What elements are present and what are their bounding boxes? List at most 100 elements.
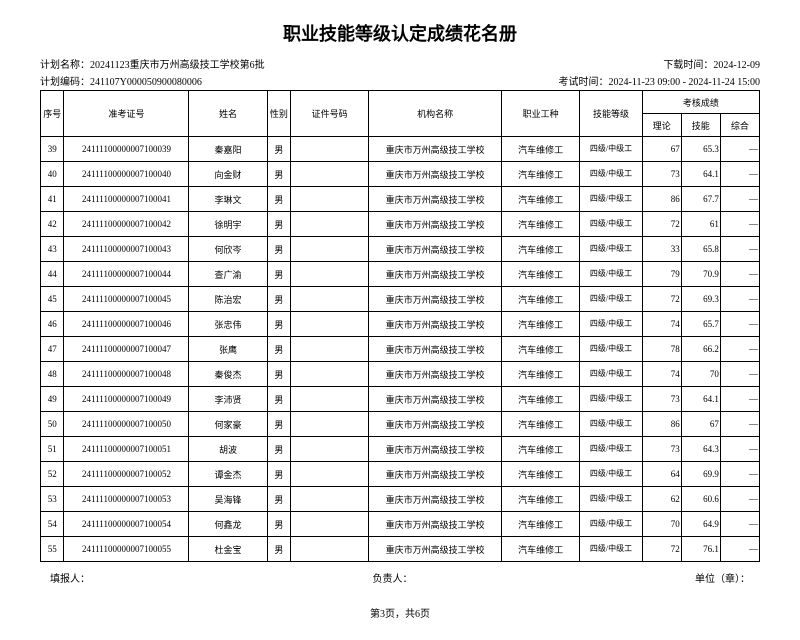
table-cell: 秦嘉阳 — [189, 137, 267, 162]
table-cell: 四级/中级工 — [580, 512, 643, 537]
table-cell: 汽车维修工 — [502, 362, 580, 387]
table-cell: 汽车维修工 — [502, 162, 580, 187]
table-cell: 男 — [267, 187, 290, 212]
table-cell: — — [720, 437, 759, 462]
table-cell: 男 — [267, 512, 290, 537]
table-cell: — — [720, 512, 759, 537]
table-cell — [291, 537, 369, 562]
table-cell: 55 — [41, 537, 64, 562]
table-cell: — — [720, 237, 759, 262]
table-cell: 男 — [267, 337, 290, 362]
table-cell: 张鹰 — [189, 337, 267, 362]
table-cell: 四级/中级工 — [580, 262, 643, 287]
table-cell: — — [720, 287, 759, 312]
table-cell: 重庆市万州高级技工学校 — [369, 337, 502, 362]
exam-time: 考试时间：2024-11-23 09:00 - 2024-11-24 15:00 — [559, 73, 760, 88]
table-cell: 70 — [642, 512, 681, 537]
table-cell: 汽车维修工 — [502, 462, 580, 487]
table-cell: 65.7 — [681, 312, 720, 337]
table-cell: 重庆市万州高级技工学校 — [369, 362, 502, 387]
table-cell: — — [720, 487, 759, 512]
table-cell — [291, 237, 369, 262]
table-cell: — — [720, 462, 759, 487]
table-cell: 重庆市万州高级技工学校 — [369, 512, 502, 537]
table-cell — [291, 312, 369, 337]
table-cell: 何欣岑 — [189, 237, 267, 262]
table-cell: 四级/中级工 — [580, 537, 643, 562]
table-cell: 70 — [681, 362, 720, 387]
table-row: 3924111100000007100039秦嘉阳男重庆市万州高级技工学校汽车维… — [41, 137, 760, 162]
table-cell: 查广渝 — [189, 262, 267, 287]
table-cell: 李沛贤 — [189, 387, 267, 412]
table-cell — [291, 212, 369, 237]
table-cell: 谭金杰 — [189, 462, 267, 487]
table-cell: 重庆市万州高级技工学校 — [369, 437, 502, 462]
table-row: 5224111100000007100052谭金杰男重庆市万州高级技工学校汽车维… — [41, 462, 760, 487]
table-cell: — — [720, 187, 759, 212]
chief-label: 负责人： — [373, 570, 413, 585]
table-cell: 64.3 — [681, 437, 720, 462]
table-cell: — — [720, 387, 759, 412]
table-cell: 24111100000007100053 — [64, 487, 189, 512]
table-cell: 重庆市万州高级技工学校 — [369, 412, 502, 437]
table-cell: 重庆市万州高级技工学校 — [369, 462, 502, 487]
table-cell: 24111100000007100052 — [64, 462, 189, 487]
th-sex: 性别 — [267, 91, 290, 137]
table-cell: 重庆市万州高级技工学校 — [369, 187, 502, 212]
table-row: 5024111100000007100050何家豪男重庆市万州高级技工学校汽车维… — [41, 412, 760, 437]
table-cell: 24111100000007100042 — [64, 212, 189, 237]
table-row: 4324111100000007100043何欣岑男重庆市万州高级技工学校汽车维… — [41, 237, 760, 262]
table-cell: 汽车维修工 — [502, 237, 580, 262]
th-score-group: 考核成绩 — [642, 91, 759, 114]
table-cell: 男 — [267, 487, 290, 512]
table-cell: 何家豪 — [189, 412, 267, 437]
table-cell: 78 — [642, 337, 681, 362]
table-cell: 陈治宏 — [189, 287, 267, 312]
table-cell: 51 — [41, 437, 64, 462]
table-cell: 四级/中级工 — [580, 487, 643, 512]
table-cell: 汽车维修工 — [502, 537, 580, 562]
table-cell — [291, 512, 369, 537]
table-row: 4524111100000007100045陈治宏男重庆市万州高级技工学校汽车维… — [41, 287, 760, 312]
table-cell: 秦俊杰 — [189, 362, 267, 387]
th-theory: 理论 — [642, 114, 681, 137]
table-cell — [291, 412, 369, 437]
table-row: 4124111100000007100041李琳文男重庆市万州高级技工学校汽车维… — [41, 187, 760, 212]
table-cell: 杜金宝 — [189, 537, 267, 562]
table-cell: 汽车维修工 — [502, 337, 580, 362]
table-cell: 男 — [267, 437, 290, 462]
table-row: 4024111100000007100040向金财男重庆市万州高级技工学校汽车维… — [41, 162, 760, 187]
table-cell — [291, 462, 369, 487]
table-cell: 汽车维修工 — [502, 262, 580, 287]
table-cell: 24111100000007100040 — [64, 162, 189, 187]
table-cell — [291, 487, 369, 512]
signature-row: 填报人： 负责人： 单位（章）： — [40, 570, 760, 585]
table-row: 4424111100000007100044查广渝男重庆市万州高级技工学校汽车维… — [41, 262, 760, 287]
table-cell: 67 — [642, 137, 681, 162]
table-cell: 何鑫龙 — [189, 512, 267, 537]
table-cell: 69.3 — [681, 287, 720, 312]
table-cell: 62 — [642, 487, 681, 512]
table-cell: 24111100000007100055 — [64, 537, 189, 562]
filler-label: 填报人： — [50, 570, 90, 585]
table-cell: 66.2 — [681, 337, 720, 362]
table-cell: 重庆市万州高级技工学校 — [369, 137, 502, 162]
table-cell: 重庆市万州高级技工学校 — [369, 487, 502, 512]
table-cell: 汽车维修工 — [502, 212, 580, 237]
th-org: 机构名称 — [369, 91, 502, 137]
table-cell: — — [720, 262, 759, 287]
table-cell: 24111100000007100046 — [64, 312, 189, 337]
table-cell: 重庆市万州高级技工学校 — [369, 162, 502, 187]
table-cell: 61 — [681, 212, 720, 237]
th-exam: 准考证号 — [64, 91, 189, 137]
table-cell: 汽车维修工 — [502, 187, 580, 212]
score-table: 序号 准考证号 姓名 性别 证件号码 机构名称 职业工种 技能等级 考核成绩 理… — [40, 90, 760, 562]
table-cell: 47 — [41, 337, 64, 362]
table-cell: 24111100000007100044 — [64, 262, 189, 287]
table-cell: 53 — [41, 487, 64, 512]
table-cell: 46 — [41, 312, 64, 337]
table-cell: 重庆市万州高级技工学校 — [369, 237, 502, 262]
table-cell: 73 — [642, 387, 681, 412]
table-cell: 76.1 — [681, 537, 720, 562]
table-cell: 四级/中级工 — [580, 312, 643, 337]
